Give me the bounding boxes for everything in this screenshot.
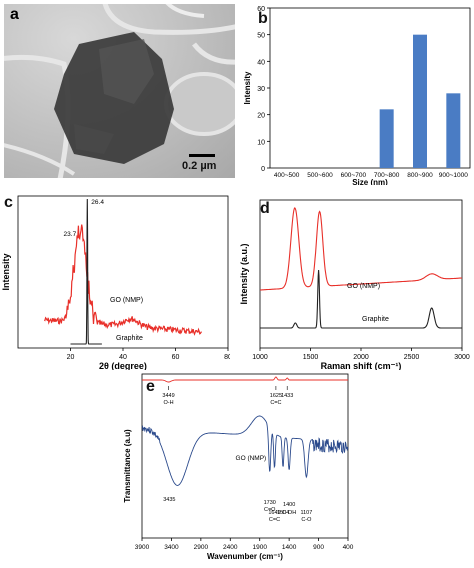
x-tick-label: 500~600 [307, 172, 333, 179]
plot-frame [17, 195, 229, 349]
annotation-label: 1433 [281, 393, 293, 399]
series-graphite [70, 198, 102, 345]
series-go-nmp [43, 224, 202, 336]
series-red-top [142, 376, 348, 383]
annotation-label: 1649 [268, 510, 280, 516]
y-axis-label: Intensity [1, 253, 11, 290]
x-axis-label: Raman shift (cm⁻¹) [321, 361, 402, 370]
annotation-label: 1400 [283, 502, 295, 508]
chart-c: 20 40 60 80 23.7 26.4 GO (NMP) Graphite 2θ (degr… [1, 195, 232, 371]
scale-bar [189, 154, 215, 157]
y-tick-label: 20 [257, 113, 265, 120]
annotation-peak-go: 23.7 [64, 231, 77, 238]
scale-bar-label: 0.2 µm [182, 160, 217, 172]
x-tick-label: 2900 [194, 544, 209, 551]
y-tick-label: 60 [257, 6, 265, 13]
x-tick-label: 700~800 [374, 172, 400, 179]
x-tick-label: 60 [172, 354, 180, 361]
panel-e: 3900 3400 2900 2400 1900 1400 900 400 GO (NMP) 34… [120, 368, 354, 563]
x-tick-label: 3400 [164, 544, 179, 551]
x-tick-label: 2400 [223, 544, 238, 551]
bar [446, 93, 461, 168]
x-tick-label: 2500 [404, 354, 420, 361]
panel-label-b: b [258, 10, 268, 27]
chart-b: 0 10 20 30 40 50 60 400~500 500~600 600~700 700~80… [243, 6, 471, 187]
panel-b: 0 10 20 30 40 50 60 400~500 500~600 600~700 700~80… [240, 0, 474, 187]
annotation-label: 1730 [264, 500, 276, 506]
annotation-label: 1625 [270, 393, 282, 399]
x-tick-label: 1000 [252, 354, 268, 361]
legend-graphite: Graphite [116, 335, 143, 342]
annotation-sub: C-O [301, 517, 312, 523]
chart-e: 3900 3400 2900 2400 1900 1400 900 400 GO (NMP) 34… [123, 373, 354, 561]
panel-label-a: a [10, 6, 19, 23]
plot-frame [269, 7, 471, 169]
y-tick-label: 40 [257, 59, 265, 66]
annotation-sub: C=C [270, 400, 281, 406]
series-graphite [260, 269, 462, 329]
tem-image: a 0.2 µm [4, 4, 235, 178]
panel-label-d: d [260, 200, 270, 217]
x-tick-label: 900~1000 [439, 172, 468, 179]
x-axis-label: Wavenumber (cm⁻¹) [207, 552, 283, 561]
x-tick-label: 600~700 [341, 172, 367, 179]
x-tick-label: 800~900 [407, 172, 433, 179]
x-axis-label: 2θ (degree) [99, 361, 147, 370]
x-tick-label: 3900 [135, 544, 150, 551]
bar [413, 34, 427, 168]
legend-graphite: Graphite [362, 316, 389, 323]
annotation-label: 3435 [163, 497, 175, 503]
x-tick-label: 20 [67, 354, 75, 361]
plot-frame [141, 373, 349, 539]
annotation-sub: O-H [163, 400, 173, 406]
y-axis-label: Transmittance (a.u) [123, 429, 132, 503]
annotation-label: 1504 [277, 510, 289, 516]
annotation-label: 1107 [300, 510, 312, 516]
annotation-sub: C-OH [282, 510, 296, 516]
x-tick-label: 80 [224, 354, 230, 361]
panel-label-c: c [4, 194, 13, 211]
panel-label-e: e [146, 378, 155, 395]
x-tick-label: 1500 [303, 354, 319, 361]
panel-d: 1000 1500 2000 2500 3000 GO (NMP) Graphite Rama… [232, 190, 474, 371]
tem-micrograph [4, 4, 235, 178]
series-go-nmp [260, 206, 462, 291]
x-tick-label: 40 [119, 354, 127, 361]
annotation-sub: C=O [264, 507, 276, 513]
legend-go-nmp: GO (NMP) [236, 455, 267, 462]
y-tick-label: 30 [257, 86, 265, 93]
series-go-nmp [141, 415, 349, 486]
annotation-peak-graphite: 26.4 [91, 199, 104, 206]
y-tick-label: 10 [257, 139, 265, 146]
annotation-sub: C=C [269, 517, 280, 523]
x-tick-label: 400 [343, 544, 354, 551]
x-tick-label: 1400 [282, 544, 297, 551]
x-tick-label: 3000 [454, 354, 470, 361]
x-axis-label: Size (nm) [352, 178, 388, 185]
legend-go-nmp: GO (NMP) [110, 297, 143, 304]
legend-go-nmp: GO (NMP) [347, 283, 380, 290]
x-tick-label: 400~500 [274, 172, 300, 179]
chart-d: 1000 1500 2000 2500 3000 GO (NMP) Graphite Rama… [239, 199, 470, 371]
y-tick-label: 50 [257, 33, 265, 40]
x-tick-label: 1900 [252, 544, 267, 551]
x-tick-label: 2000 [353, 354, 369, 361]
y-axis-label: Intensity (a.u.) [239, 243, 249, 304]
y-axis-label: Intensity [243, 71, 252, 104]
x-tick-label: 900 [313, 544, 324, 551]
bar [379, 109, 394, 168]
y-tick-label: 0 [261, 166, 265, 173]
panel-c: 20 40 60 80 23.7 26.4 GO (NMP) Graphite 2θ (degr… [0, 190, 232, 371]
annotation-label: 3449 [162, 393, 174, 399]
